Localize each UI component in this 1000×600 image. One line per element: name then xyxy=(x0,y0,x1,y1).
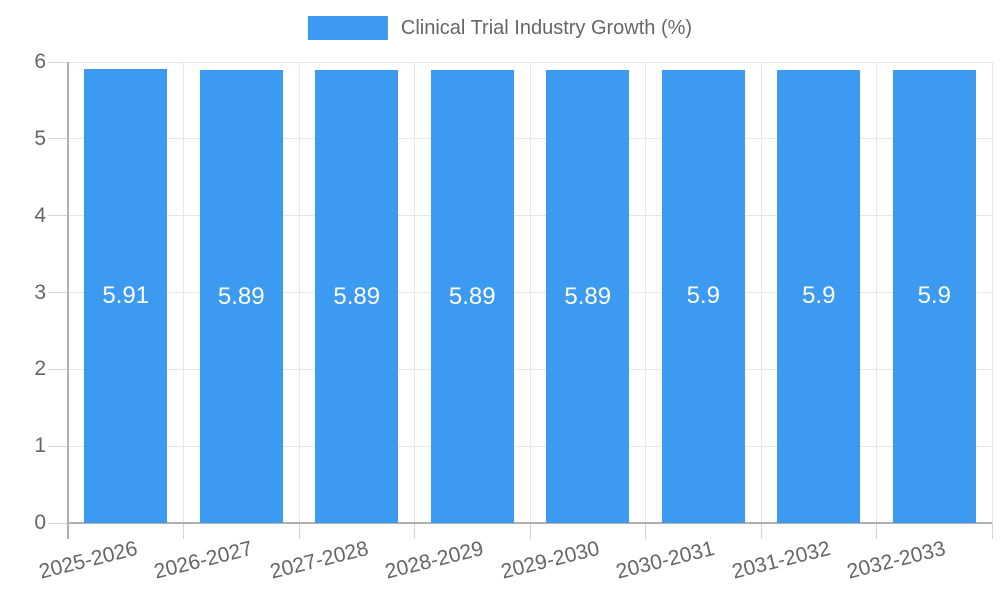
x-gridline xyxy=(876,62,877,523)
x-gridline xyxy=(529,62,531,523)
x-tick-label: 2028-2029 xyxy=(383,536,487,584)
y-tick-label: 2 xyxy=(34,357,46,381)
x-tick-mark xyxy=(414,523,415,539)
x-tick-mark xyxy=(760,523,762,539)
y-tick-label: 6 xyxy=(34,50,46,73)
y-tick-label: 4 xyxy=(34,203,46,227)
y-tick-mark xyxy=(48,292,68,293)
x-tick-label: 2026-2027 xyxy=(152,536,256,584)
legend[interactable]: Clinical Trial Industry Growth (%) xyxy=(307,16,693,40)
y-tick-mark xyxy=(48,445,68,447)
x-tick-mark xyxy=(876,523,877,539)
x-tick-label: 2025-2026 xyxy=(36,536,140,584)
bar[interactable] xyxy=(546,70,630,523)
x-gridline xyxy=(645,62,646,523)
x-tick-mark xyxy=(529,523,531,539)
x-tick-mark xyxy=(298,523,300,539)
bar[interactable] xyxy=(661,69,745,523)
x-gridline xyxy=(991,62,993,523)
y-tick-mark xyxy=(48,215,68,217)
x-tick-label: 2031-2032 xyxy=(729,536,833,584)
x-gridline xyxy=(298,62,300,523)
x-tick-mark xyxy=(645,523,646,539)
x-tick-mark xyxy=(991,523,993,539)
x-axis-line xyxy=(68,522,992,524)
legend-label: Clinical Trial Industry Growth (%) xyxy=(400,17,693,39)
y-tick-mark xyxy=(48,522,68,524)
bar[interactable] xyxy=(315,70,399,523)
bar-value-label: 5.89 xyxy=(448,282,496,310)
y-tick-label: 0 xyxy=(34,511,46,534)
bar[interactable] xyxy=(892,69,976,523)
bar-value-label: 5.89 xyxy=(564,282,612,310)
bar-value-label: 5.9 xyxy=(686,282,720,310)
legend-swatch[interactable] xyxy=(307,16,388,40)
x-tick-mark xyxy=(183,523,184,539)
x-tick-label: 2027-2028 xyxy=(267,536,371,584)
bar[interactable] xyxy=(84,68,168,523)
bar-value-label: 5.89 xyxy=(333,282,381,310)
bar[interactable] xyxy=(199,70,283,523)
y-tick-label: 1 xyxy=(34,434,46,458)
y-tick-label: 5 xyxy=(34,126,46,150)
x-gridline xyxy=(183,62,184,523)
x-tick-label: 2029-2030 xyxy=(498,536,602,584)
x-tick-label: 2030-2031 xyxy=(614,536,718,584)
y-tick-mark xyxy=(48,61,68,63)
y-tick-label: 3 xyxy=(34,280,46,304)
bar-value-label: 5.89 xyxy=(217,282,265,310)
bar-value-label: 5.9 xyxy=(917,282,951,310)
y-tick-mark xyxy=(48,138,68,140)
bar-value-label: 5.9 xyxy=(802,282,836,310)
bar[interactable] xyxy=(777,69,861,523)
x-gridline xyxy=(760,62,762,523)
x-gridline xyxy=(414,62,415,523)
y-axis-line xyxy=(67,62,69,539)
bar-value-label: 5.91 xyxy=(102,281,150,309)
y-tick-mark xyxy=(48,368,68,370)
bar[interactable] xyxy=(430,70,514,523)
x-tick-label: 2032-2033 xyxy=(845,536,949,584)
